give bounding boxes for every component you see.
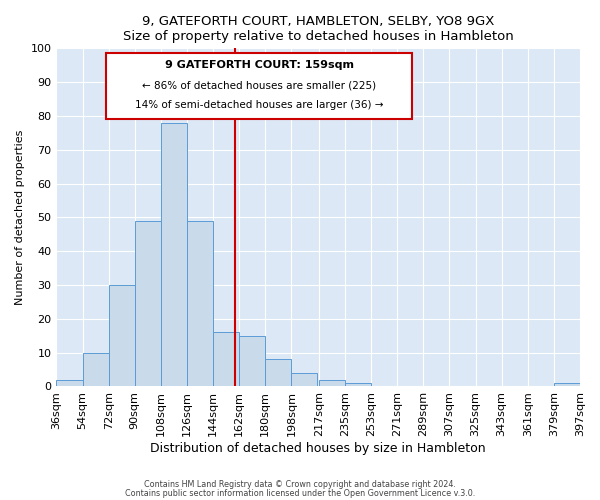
Text: Contains HM Land Registry data © Crown copyright and database right 2024.: Contains HM Land Registry data © Crown c… (144, 480, 456, 489)
Y-axis label: Number of detached properties: Number of detached properties (15, 130, 25, 305)
Bar (292, 373, 317, 386)
Bar (265, 360, 292, 386)
Text: 14% of semi-detached houses are larger (36) →: 14% of semi-detached houses are larger (… (135, 100, 383, 110)
Bar (187, 221, 213, 386)
FancyBboxPatch shape (106, 54, 412, 120)
Bar (109, 285, 135, 386)
Bar (345, 383, 371, 386)
Bar (83, 352, 109, 386)
Bar (213, 332, 239, 386)
Text: ← 86% of detached houses are smaller (225): ← 86% of detached houses are smaller (22… (142, 80, 376, 90)
Bar (161, 122, 187, 386)
Bar (239, 336, 265, 386)
Bar (554, 383, 580, 386)
Bar (56, 380, 83, 386)
Text: Contains public sector information licensed under the Open Government Licence v.: Contains public sector information licen… (125, 489, 475, 498)
Title: 9, GATEFORTH COURT, HAMBLETON, SELBY, YO8 9GX
Size of property relative to detac: 9, GATEFORTH COURT, HAMBLETON, SELBY, YO… (123, 15, 514, 43)
Bar (319, 380, 345, 386)
Bar (135, 221, 161, 386)
X-axis label: Distribution of detached houses by size in Hambleton: Distribution of detached houses by size … (151, 442, 486, 455)
Text: 9 GATEFORTH COURT: 159sqm: 9 GATEFORTH COURT: 159sqm (165, 60, 354, 70)
